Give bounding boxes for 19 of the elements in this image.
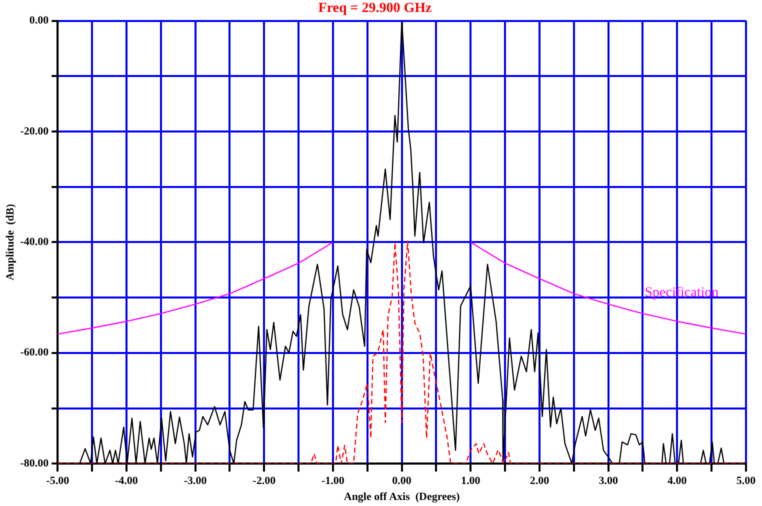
y-tick-label: 0.00 (29, 14, 50, 27)
y-tick-label: -80.00 (20, 457, 50, 470)
x-tick-label: -4.00 (114, 475, 138, 488)
x-tick-label: 5.00 (736, 475, 756, 488)
x-tick-label: -5.00 (46, 475, 70, 488)
x-tick-label: -3.00 (184, 475, 208, 488)
chart-title: Freq = 29.900 GHz (318, 1, 432, 16)
y-tick-label: -60.00 (20, 346, 50, 359)
x-tick-label: -2.00 (252, 475, 276, 488)
x-tick-label: -1.00 (322, 475, 345, 488)
y-axis-title: Amplitude (dB) (4, 204, 16, 280)
y-tick-label: -20.00 (20, 125, 50, 138)
x-tick-label: 0.00 (392, 475, 412, 488)
y-tick-label: -40.00 (20, 236, 50, 248)
x-tick-label: 1.00 (461, 475, 481, 488)
x-tick-label: 4.00 (668, 475, 688, 488)
x-axis-title: Angle off Axis (Degrees) (344, 491, 460, 504)
x-tick-label: 3.00 (598, 475, 618, 488)
x-tick-label: 2.00 (530, 475, 550, 488)
